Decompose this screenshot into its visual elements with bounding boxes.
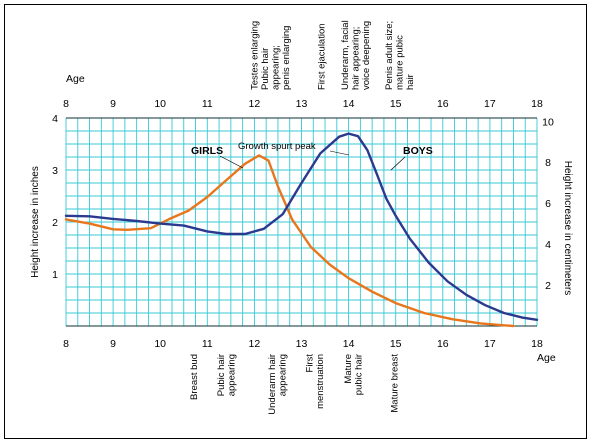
bottom-event-label: appearing (226, 354, 237, 396)
right-tick-label: 6 (545, 198, 551, 210)
top-event-label: Underarm, facial (340, 20, 351, 90)
top-tick-label: 8 (63, 98, 69, 110)
girls-label: GIRLS (191, 145, 223, 157)
bottom-tick-label: 17 (484, 338, 496, 350)
top-event-label: hair appearing; (351, 27, 362, 90)
bottom-tick-label: 8 (63, 338, 69, 350)
series-line-girls (64, 154, 515, 328)
left-tick-label: 1 (52, 269, 58, 281)
top-event-label: Penis adult size; (384, 21, 395, 90)
bottom-tick-label: 14 (343, 338, 355, 350)
bottom-tick-label: 16 (437, 338, 449, 350)
top-tick-label: 10 (154, 98, 166, 110)
bottom-tick-label: 18 (531, 338, 543, 350)
bottom-event-label: Underarm hair (267, 354, 278, 415)
chart-frame (4, 4, 587, 439)
top-tick-label: 9 (110, 98, 116, 110)
left-tick-label: 2 (52, 217, 58, 229)
bottom-tick-label: 15 (390, 338, 402, 350)
top-event-label: appearing; (271, 45, 282, 90)
series-line-boys (64, 132, 539, 321)
left-tick-label: 3 (52, 165, 58, 177)
bottom-tick-label: 9 (110, 338, 116, 350)
boys-label: BOYS (403, 145, 433, 157)
right-tick-label: 10 (542, 116, 554, 128)
bottom-event-label: Mature breast (389, 354, 400, 413)
top-axis-title: Age (66, 73, 85, 85)
bottom-axis-title: Age (537, 352, 556, 364)
top-event-label: mature pubic (395, 35, 406, 90)
top-event-label: First ejaculation (316, 23, 327, 90)
peak-leader (329, 150, 350, 156)
top-tick-label: 11 (202, 98, 213, 110)
bottom-tick-label: 13 (296, 338, 308, 350)
bottom-event-label: Pubic hair (216, 354, 227, 396)
top-tick-label: 12 (249, 98, 261, 110)
bottom-event-label: appearing (277, 354, 288, 396)
top-tick-label: 17 (484, 98, 496, 110)
top-event-label: hair (405, 74, 416, 90)
top-tick-label: 15 (390, 98, 402, 110)
top-event-label: Testes enlarging (249, 21, 260, 90)
bottom-tick-label: 10 (154, 338, 166, 350)
bottom-event-label: menstruation (315, 354, 326, 409)
top-tick-label: 13 (296, 98, 308, 110)
right-tick-label: 4 (545, 239, 551, 251)
bottom-event-label: Mature (343, 354, 354, 384)
growth-spurt-annotation: Growth spurt peak (238, 141, 316, 152)
top-event-label: Pubic hair (260, 48, 271, 90)
bottom-tick-label: 12 (249, 338, 261, 350)
top-tick-label: 14 (343, 98, 355, 110)
boys-leader (390, 156, 406, 171)
top-tick-label: 16 (437, 98, 449, 110)
right-axis-title: Height increase in centimeters (562, 161, 573, 296)
girls-leader (219, 155, 244, 169)
top-event-label: voice deepening (361, 21, 372, 90)
bottom-event-label: pubic hair (354, 354, 365, 395)
right-tick-label: 8 (545, 157, 551, 169)
bottom-event-label: Breast bud (189, 354, 200, 400)
series-layer (64, 132, 539, 328)
top-event-label: penis enlarging (281, 26, 292, 90)
bottom-tick-label: 11 (202, 338, 213, 350)
left-axis-title: Height increase in inches (30, 166, 41, 278)
bottom-event-label: First (304, 354, 315, 373)
right-tick-label: 2 (545, 280, 551, 292)
text-layer: 8899101011111212131314141515161617171818… (30, 20, 573, 414)
left-tick-label: 4 (52, 113, 58, 125)
top-tick-label: 18 (531, 98, 543, 110)
